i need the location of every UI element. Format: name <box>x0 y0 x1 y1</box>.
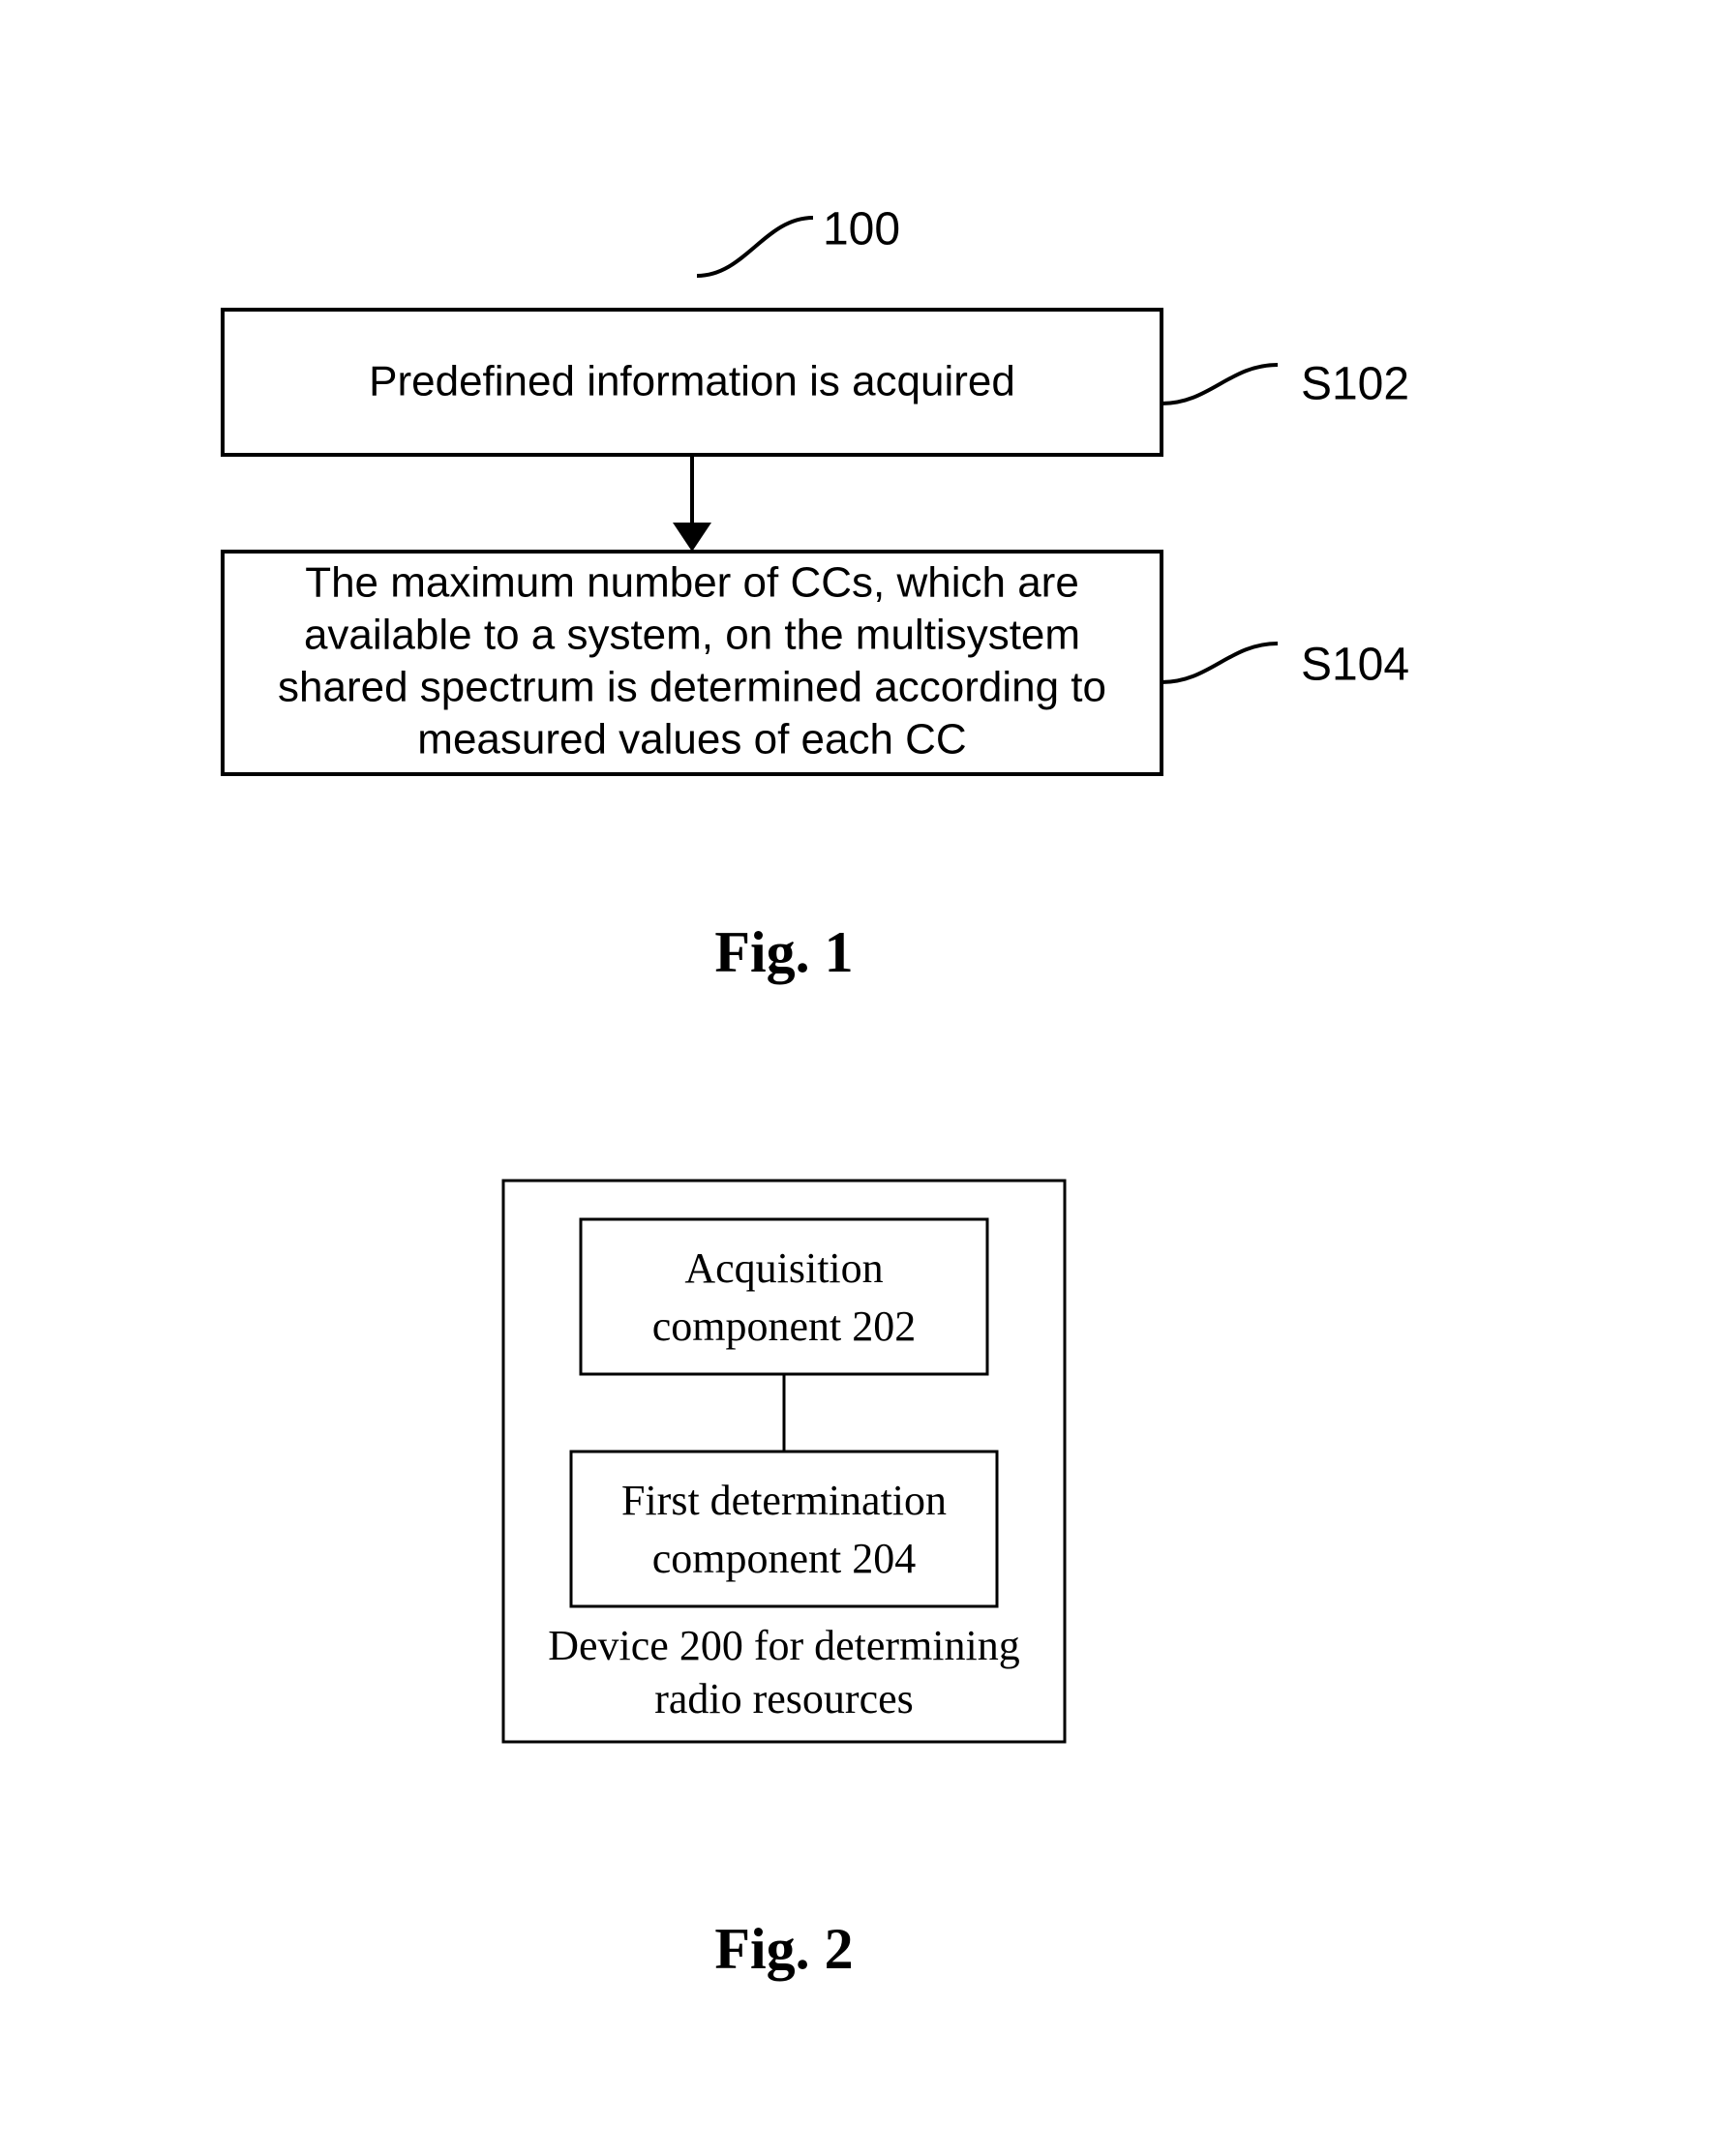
device-200-caption-line1: Device 200 for determining <box>548 1622 1020 1669</box>
fig2-caption: Fig. 2 <box>714 1917 853 1981</box>
acquisition-202-line1: Acquisition <box>684 1244 883 1292</box>
first-determination-204-line2: component 204 <box>652 1535 917 1582</box>
step-s104-line-1: available to a system, on the multisyste… <box>304 612 1080 659</box>
label-100: 100 <box>823 204 900 255</box>
arrow-s102-s104-head <box>673 523 711 552</box>
step-s102-text: Predefined information is acquired <box>369 358 1015 405</box>
device-200-caption-line2: radio resources <box>654 1675 914 1722</box>
step-s104-line-3: measured values of each CC <box>417 716 966 764</box>
leader-s102 <box>1162 365 1278 404</box>
leader-s104 <box>1162 644 1278 682</box>
step-s104-line-0: The maximum number of CCs, which are <box>305 559 1079 607</box>
acquisition-202-line2: component 202 <box>652 1303 917 1350</box>
leader-100 <box>697 218 813 276</box>
step-s104-line-2: shared spectrum is determined according … <box>278 664 1106 711</box>
first-determination-204-box <box>571 1452 997 1606</box>
fig1-caption: Fig. 1 <box>714 920 853 984</box>
acquisition-202-box <box>581 1219 987 1374</box>
label-s104: S104 <box>1301 640 1409 691</box>
first-determination-204-line1: First determination <box>621 1477 947 1524</box>
label-s102: S102 <box>1301 359 1409 410</box>
